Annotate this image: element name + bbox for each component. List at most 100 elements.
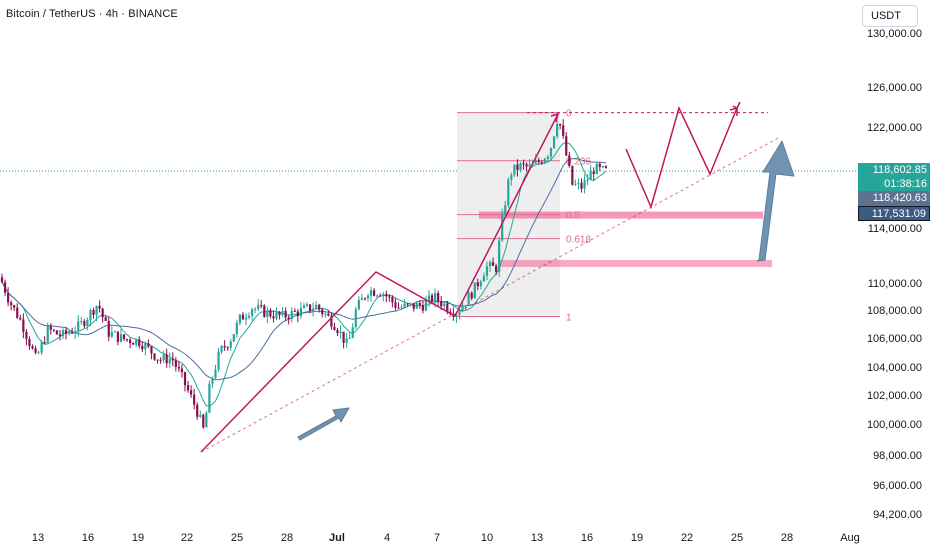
- price-axis-label: 106,000.00: [867, 333, 922, 345]
- candle-body: [315, 304, 318, 309]
- candle-body: [403, 303, 406, 308]
- breakout-arrow-icon: [756, 139, 795, 262]
- candle-body: [150, 346, 153, 354]
- price-axis-label: 122,000.00: [867, 122, 922, 134]
- candle-body: [534, 160, 537, 164]
- candle-body: [101, 308, 104, 318]
- candle-body: [77, 321, 80, 332]
- wave-arrowhead: [550, 112, 560, 123]
- price-axis-label: 104,000.00: [867, 362, 922, 374]
- candle-body: [495, 265, 498, 272]
- candle-body: [284, 310, 287, 318]
- candle-body: [144, 343, 147, 350]
- candle-body: [333, 326, 336, 330]
- candle-body: [278, 311, 281, 315]
- candle-body: [19, 317, 22, 320]
- time-axis-label: 13: [32, 532, 44, 544]
- candle-body: [327, 313, 330, 316]
- candle-body: [373, 290, 376, 296]
- candle-body: [601, 166, 604, 168]
- candle-body: [132, 343, 135, 345]
- candle-body: [485, 266, 489, 276]
- candle-body: [418, 303, 421, 306]
- candle-body: [427, 295, 431, 301]
- candle-body: [95, 305, 98, 315]
- time-axis-label: Jul: [329, 532, 345, 544]
- price-axis-label: 110,000.00: [868, 278, 922, 290]
- candle-body: [406, 303, 409, 305]
- candle-body: [589, 171, 592, 180]
- candle-body: [46, 325, 49, 343]
- candle-body: [89, 309, 92, 320]
- candle-body: [504, 205, 507, 215]
- drawings[interactable]: [200, 101, 795, 453]
- candle-body: [379, 295, 382, 297]
- ma-slow-line: [1, 158, 606, 381]
- candle-body: [446, 303, 449, 312]
- candle-body: [205, 412, 208, 428]
- candle-body: [68, 332, 71, 334]
- candle-body: [34, 348, 37, 353]
- candle-body: [116, 331, 119, 342]
- candle-body: [232, 334, 235, 342]
- candle-body: [296, 311, 299, 317]
- trendline-dashed: [200, 136, 781, 453]
- candle-body: [412, 303, 415, 309]
- candle-body: [22, 319, 25, 332]
- candle-body: [83, 321, 86, 326]
- candle-body: [464, 305, 467, 307]
- current-price-tag: 118,602.85: [858, 163, 930, 178]
- candle-body: [119, 334, 123, 342]
- candle-body: [571, 166, 574, 185]
- time-axis-label: 22: [181, 532, 193, 544]
- candle-body: [13, 305, 16, 308]
- candle-body: [437, 292, 440, 302]
- candle-body: [391, 296, 394, 303]
- candle-body: [25, 331, 28, 340]
- candle-body: [16, 307, 19, 318]
- lower-support-zone: [499, 259, 772, 267]
- candle-body: [312, 308, 315, 312]
- price-axis-label: 102,000.00: [867, 390, 922, 402]
- candle-body: [363, 298, 367, 300]
- time-axis[interactable]: 13 16 19 22 25 28 Jul 4 7 10 13 16 19 22 25 28 Aug: [32, 532, 860, 544]
- candle-body: [516, 164, 519, 171]
- price-axis-label: 100,000.00: [867, 419, 922, 431]
- price-axis-label: 130,000.00: [867, 28, 922, 40]
- time-axis-label: 19: [132, 532, 144, 544]
- time-axis-label: 7: [434, 532, 440, 544]
- candle-body: [275, 311, 278, 319]
- candle-body: [360, 298, 363, 301]
- candle-body: [80, 321, 83, 323]
- candle-body: [321, 309, 324, 315]
- candle-body: [473, 282, 476, 299]
- currency-unit-button[interactable]: USDT: [862, 5, 918, 27]
- fib-level-label: 1: [566, 313, 572, 324]
- price-axis[interactable]: 130,000.00 126,000.00 122,000.00 114,000.00…: [867, 28, 922, 521]
- candle-body: [287, 317, 290, 320]
- candle-body: [339, 331, 342, 334]
- candle-body: [290, 310, 293, 320]
- candle-body: [366, 295, 370, 299]
- up-trend-arrow-icon: [297, 407, 350, 441]
- support-zones[interactable]: [479, 211, 772, 267]
- candle-body: [430, 295, 434, 302]
- time-axis-label: Aug: [840, 532, 860, 544]
- candle-body: [247, 315, 251, 318]
- candle-body: [37, 352, 40, 354]
- candle-body: [348, 337, 351, 339]
- candle-body: [577, 182, 580, 184]
- candle-body: [549, 147, 553, 157]
- candle-body: [479, 281, 482, 287]
- candle-body: [305, 304, 309, 306]
- candle-body: [565, 136, 568, 156]
- candle-body: [388, 296, 391, 298]
- candle-body: [86, 319, 89, 326]
- candle-body: [10, 302, 13, 306]
- candle-body: [226, 347, 229, 349]
- symbol-title[interactable]: Bitcoin / TetherUS · 4h · BINANCE: [6, 8, 178, 20]
- candle-body: [415, 303, 418, 309]
- candle-body: [357, 300, 360, 310]
